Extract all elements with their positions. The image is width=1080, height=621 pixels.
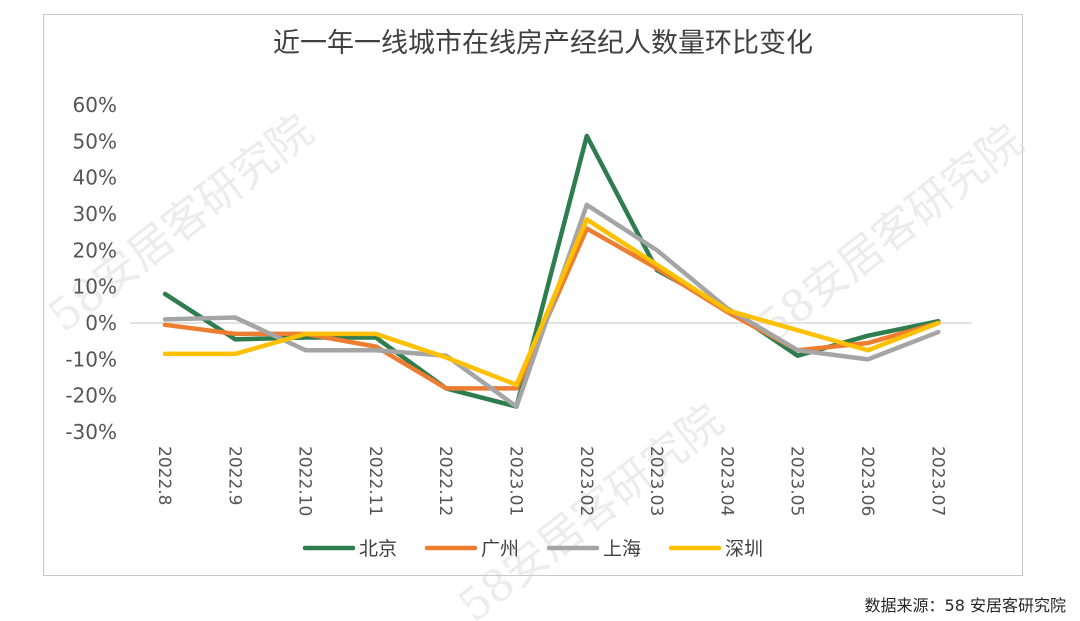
series-line-深圳	[162, 217, 941, 388]
x-tick-label: 2022.12	[435, 446, 455, 516]
x-tick-label: 2023.01	[506, 446, 526, 516]
x-tick-label: 2023.06	[857, 446, 877, 516]
x-tick-label: 2022.10	[295, 446, 315, 516]
x-tick-label: 2023.05	[787, 446, 807, 516]
y-tick-label: 60%	[73, 93, 117, 117]
x-tick-label: 2023.04	[716, 446, 736, 516]
data-source-note: 数据来源：58 安居客研究院	[864, 596, 1066, 615]
x-tick-label: 2023.03	[646, 446, 666, 516]
x-tick-label: 2023.07	[927, 446, 947, 516]
y-tick-label: 30%	[73, 202, 117, 226]
legend-label: 北京	[359, 538, 397, 560]
y-tick-label: -10%	[65, 347, 117, 371]
y-tick-label: 50%	[73, 129, 117, 153]
x-tick-label: 2023.02	[576, 446, 596, 516]
x-tick-label: 2022.11	[365, 446, 385, 516]
chart-title: 近一年一线城市在线房产经纪人数量环比变化	[273, 28, 813, 59]
legend-label: 上海	[603, 538, 641, 560]
y-tick-label: 40%	[73, 166, 117, 190]
y-tick-label: 20%	[73, 238, 117, 262]
y-tick-label: -20%	[65, 384, 117, 408]
watermark-text: 58安居客研究院	[749, 115, 1033, 352]
y-tick-label: 10%	[73, 275, 117, 299]
legend-label: 广州	[481, 538, 519, 560]
legend-label: 深圳	[725, 538, 763, 560]
x-tick-label: 2022.9	[224, 446, 244, 505]
y-tick-label: 0%	[85, 311, 117, 335]
x-tick-label: 2022.8	[154, 446, 174, 505]
chart-frame	[43, 14, 1023, 576]
y-tick-label: -30%	[65, 420, 117, 444]
